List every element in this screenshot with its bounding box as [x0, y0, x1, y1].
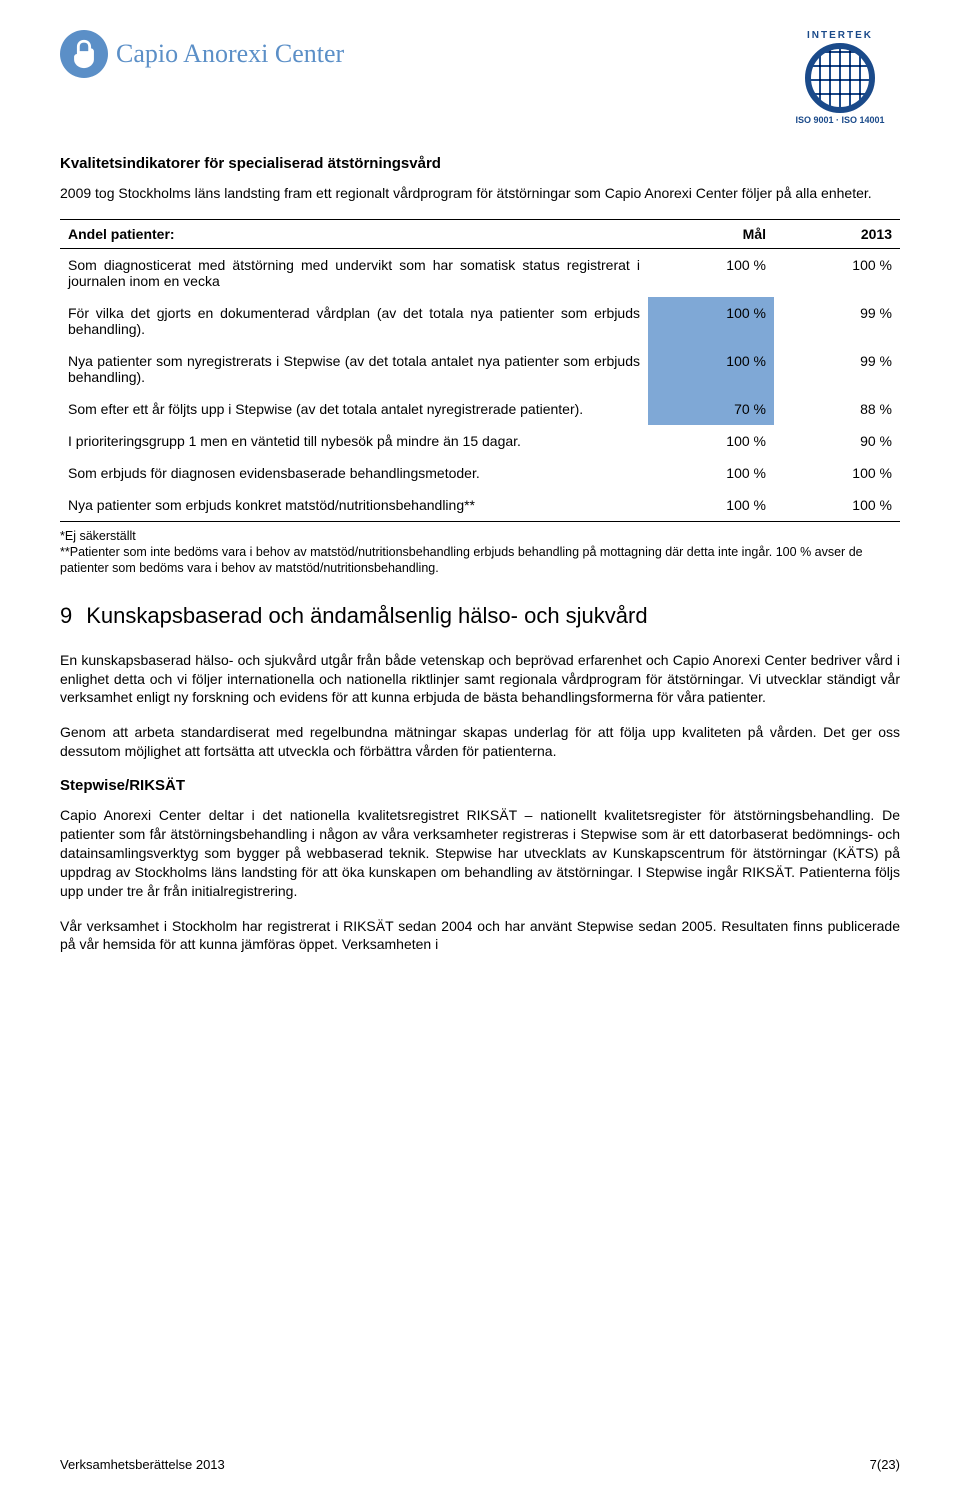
hand-icon — [60, 30, 108, 78]
section9-p3: Capio Anorexi Center deltar i det nation… — [60, 806, 900, 900]
table-row: I prioriteringsgrupp 1 men en väntetid t… — [60, 425, 900, 457]
col-header-desc: Andel patienter: — [60, 219, 648, 248]
row-desc: I prioriteringsgrupp 1 men en väntetid t… — [60, 425, 648, 457]
row-mal: 100 % — [648, 345, 774, 393]
section9-p4: Vår verksamhet i Stockholm har registrer… — [60, 917, 900, 955]
row-desc: Nya patienter som nyregistrerats i Stepw… — [60, 345, 648, 393]
row-2013: 100 % — [774, 457, 900, 489]
row-2013: 88 % — [774, 393, 900, 425]
row-2013: 99 % — [774, 297, 900, 345]
table-row: Nya patienter som nyregistrerats i Stepw… — [60, 345, 900, 393]
table-row: Som erbjuds för diagnosen evidensbaserad… — [60, 457, 900, 489]
row-mal: 100 % — [648, 489, 774, 522]
row-mal: 100 % — [648, 297, 774, 345]
table-header-row: Andel patienter: Mål 2013 — [60, 219, 900, 248]
row-desc: Nya patienter som erbjuds konkret matstö… — [60, 489, 648, 522]
table-footnote: *Ej säkerställt**Patienter som inte bedö… — [60, 528, 900, 577]
table-row: Nya patienter som erbjuds konkret matstö… — [60, 489, 900, 522]
page-header: Capio Anorexi Center INTERTEK ISO 9001 ·… — [60, 30, 900, 125]
row-mal: 100 % — [648, 248, 774, 297]
cert-top-text: INTERTEK — [780, 30, 900, 41]
section-number: 9 — [60, 603, 72, 629]
row-desc: För vilka det gjorts en dokumenterad vår… — [60, 297, 648, 345]
stepwise-subtitle: Stepwise/RIKSÄT — [60, 777, 900, 794]
row-desc: Som diagnosticerat med ätstörning med un… — [60, 248, 648, 297]
globe-icon — [805, 43, 875, 113]
col-header-2013: 2013 — [774, 219, 900, 248]
section9-p2: Genom att arbeta standardiserat med rege… — [60, 723, 900, 761]
row-mal: 100 % — [648, 457, 774, 489]
table-row: Som diagnosticerat med ätstörning med un… — [60, 248, 900, 297]
row-2013: 100 % — [774, 489, 900, 522]
indicators-table: Andel patienter: Mål 2013 Som diagnostic… — [60, 219, 900, 522]
row-desc: Som erbjuds för diagnosen evidensbaserad… — [60, 457, 648, 489]
page-footer: Verksamhetsberättelse 2013 7(23) — [60, 1457, 900, 1472]
intro-paragraph: 2009 tog Stockholms läns landsting fram … — [60, 184, 900, 203]
row-desc: Som efter ett år följts upp i Stepwise (… — [60, 393, 648, 425]
footer-left: Verksamhetsberättelse 2013 — [60, 1457, 225, 1472]
row-mal: 100 % — [648, 425, 774, 457]
section-title-kvalitet: Kvalitetsindikatorer för specialiserad ä… — [60, 155, 900, 172]
col-header-mal: Mål — [648, 219, 774, 248]
row-2013: 100 % — [774, 248, 900, 297]
table-row: Som efter ett år följts upp i Stepwise (… — [60, 393, 900, 425]
cert-bottom-text: ISO 9001 · ISO 14001 — [780, 115, 900, 125]
table-row: För vilka det gjorts en dokumenterad vår… — [60, 297, 900, 345]
row-2013: 90 % — [774, 425, 900, 457]
section-9-title: Kunskapsbaserad och ändamålsenlig hälso-… — [86, 603, 647, 629]
brand-text: Capio Anorexi Center — [116, 39, 344, 69]
section-9-heading: 9 Kunskapsbaserad och ändamålsenlig häls… — [60, 603, 900, 629]
row-mal: 70 % — [648, 393, 774, 425]
section9-p1: En kunskapsbaserad hälso- och sjukvård u… — [60, 651, 900, 708]
cert-badge: INTERTEK ISO 9001 · ISO 14001 — [780, 30, 900, 125]
row-2013: 99 % — [774, 345, 900, 393]
footer-right: 7(23) — [870, 1457, 900, 1472]
brand-logo: Capio Anorexi Center — [60, 30, 344, 78]
